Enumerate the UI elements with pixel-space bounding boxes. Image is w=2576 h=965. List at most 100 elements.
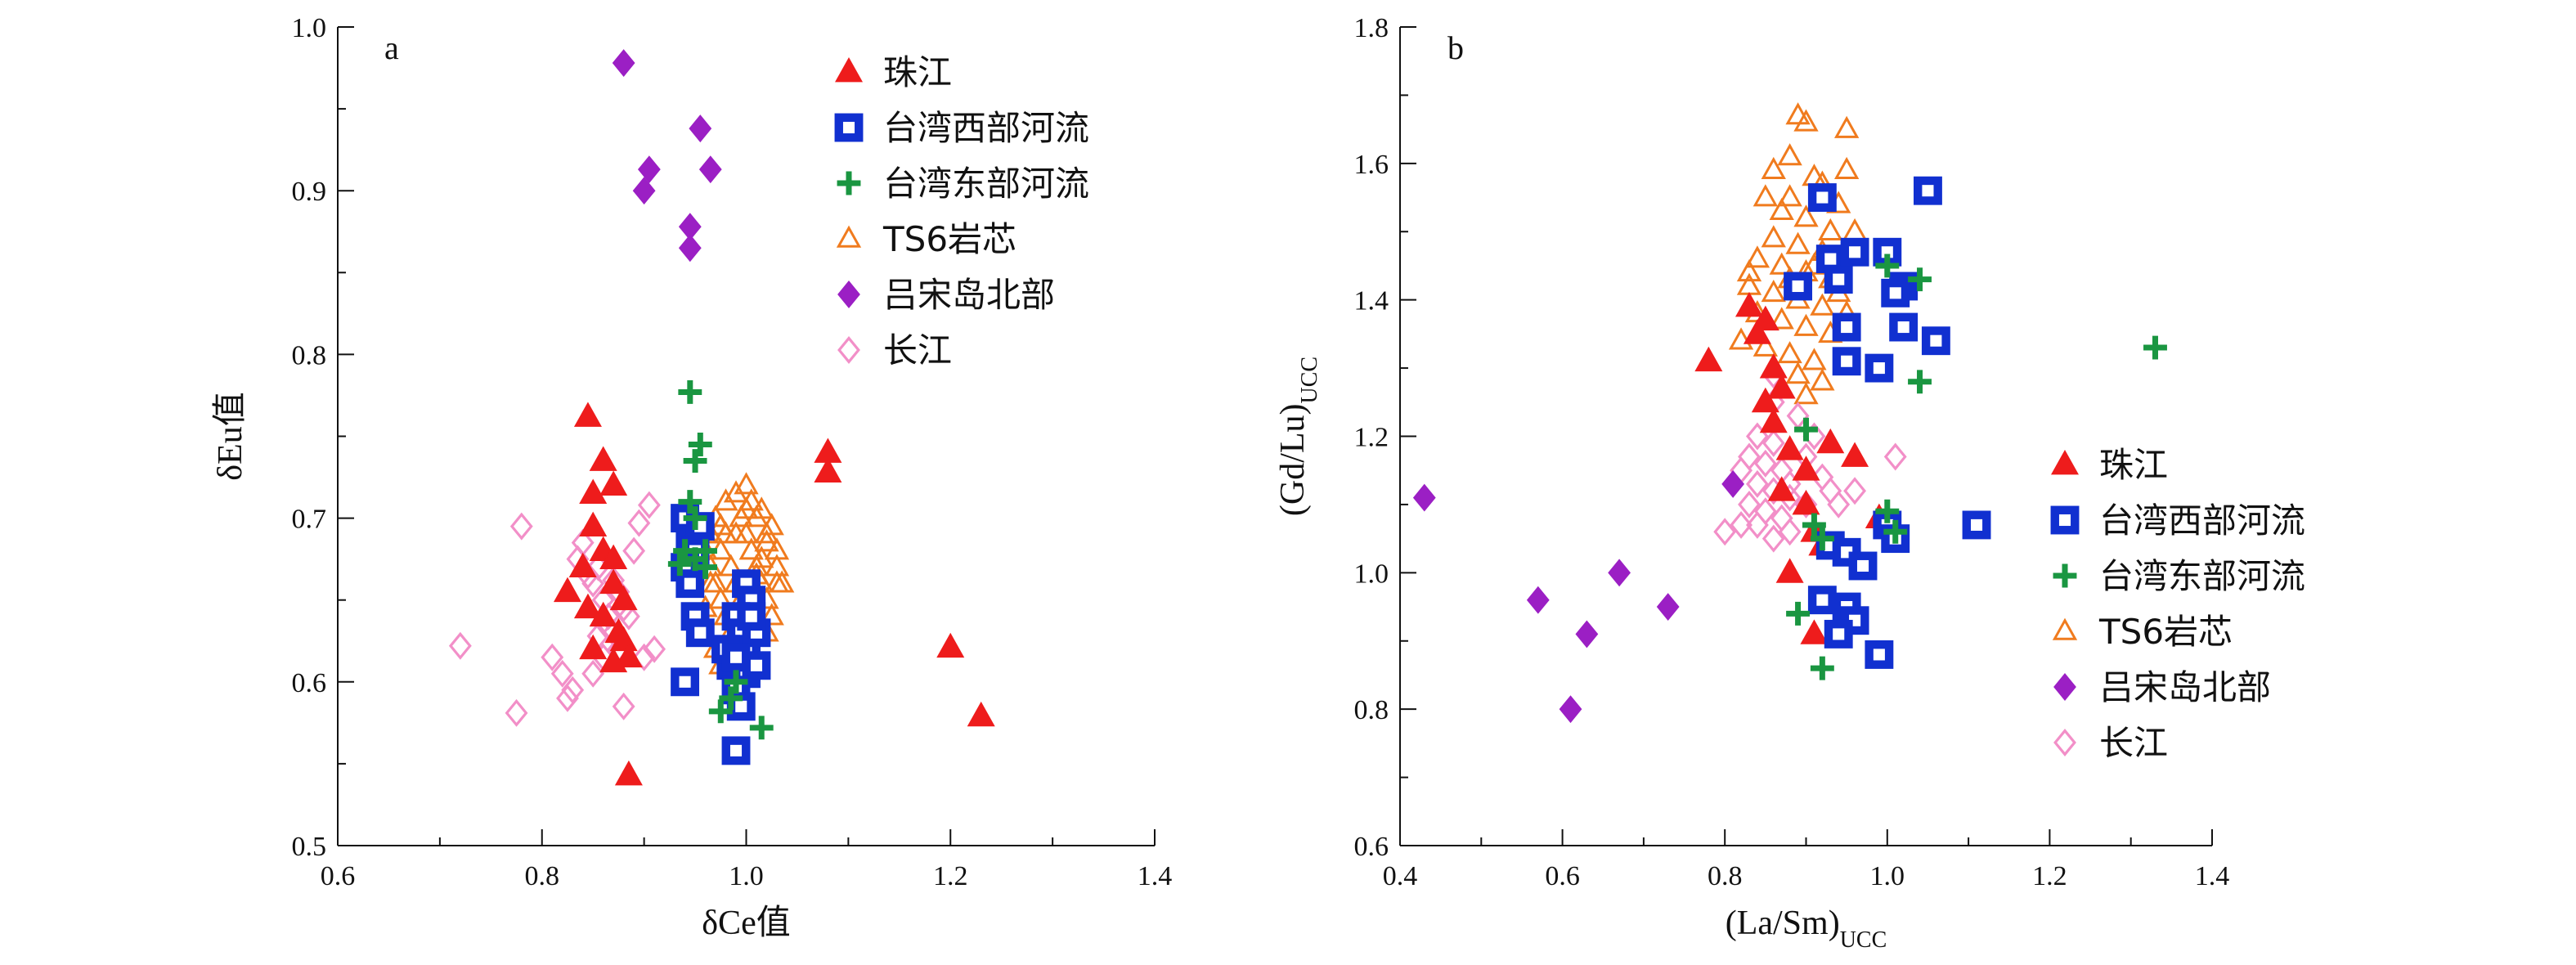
data-point (1721, 469, 1745, 498)
series-series-4 (1412, 469, 1745, 724)
data-point (1785, 231, 1811, 254)
data-point (609, 585, 638, 611)
legend-item: 台湾东部河流 (2053, 556, 2305, 596)
panel-b: 0.4 0.6 0.8 1.0 1.2 1.40.60.81.01.21.41.61.8b… (1274, 13, 2305, 953)
data-point (1761, 429, 1785, 457)
data-point (1793, 313, 1819, 336)
data-point (1807, 183, 1837, 212)
data-point (1810, 656, 1834, 680)
data-point (609, 626, 638, 652)
legend-label: 台湾西部河流 (2099, 500, 2305, 541)
data-point (1889, 312, 1919, 342)
series-series-0 (553, 402, 995, 786)
data-point (814, 457, 842, 482)
data-point (1761, 524, 1785, 553)
x-axis-title-main: δCe值 (702, 904, 790, 942)
data-point (1526, 586, 1550, 614)
x-axis-title: δCe值 (702, 904, 790, 942)
x-tick-label: 1.2 (933, 861, 968, 891)
data-point (1842, 218, 1868, 241)
data-point (1810, 293, 1835, 316)
data-point (579, 511, 608, 537)
series-series-4 (612, 49, 722, 263)
data-point (770, 570, 795, 593)
data-point (1793, 204, 1819, 227)
data-point (734, 472, 759, 495)
data-point (1559, 695, 1582, 724)
legend-item: 台湾西部河流 (834, 108, 1089, 148)
legend-marker-icon (837, 281, 860, 308)
data-point (1800, 619, 1829, 644)
y-tick-label: 0.5 (292, 832, 327, 862)
data-point (1767, 476, 1796, 501)
legend-item: 台湾西部河流 (2050, 500, 2305, 541)
legend-item: 珠江 (2050, 445, 2168, 485)
data-point (1769, 197, 1794, 221)
data-point (737, 602, 766, 631)
legend-label: 台湾西部河流 (883, 108, 1089, 148)
x-tick-label: 0.6 (321, 861, 356, 891)
data-point (1761, 156, 1786, 179)
data-point (573, 593, 602, 619)
legend-marker-icon (2052, 617, 2078, 640)
data-point (1761, 279, 1786, 303)
panel-a: 0.6 0.8 1.0 1.2 1.40.50.60.70.80.91.0aδCe值δE… (212, 13, 1172, 942)
data-point (936, 632, 965, 658)
legend-marker-icon (2050, 505, 2080, 535)
x-tick-label: 0.4 (1383, 861, 1418, 891)
data-point (612, 692, 635, 720)
legend-marker-icon (2053, 673, 2076, 701)
legend-marker-icon (2053, 729, 2076, 756)
data-point (599, 470, 628, 496)
y-tick-label: 1.4 (1354, 286, 1389, 316)
data-point (708, 586, 734, 609)
data-point (671, 667, 700, 697)
data-point (1746, 469, 1769, 498)
x-tick-label: 1.2 (2032, 861, 2067, 891)
data-point (553, 577, 581, 603)
data-point (724, 670, 748, 694)
data-point (698, 155, 722, 184)
legend-marker-icon (837, 171, 861, 195)
data-point (1777, 341, 1802, 364)
data-point (589, 601, 617, 627)
series-series-0 (1694, 291, 1893, 644)
data-point (708, 513, 734, 536)
data-point (1875, 499, 1900, 523)
data-point (738, 488, 764, 511)
data-point (1794, 490, 1818, 518)
data-point (683, 506, 707, 531)
data-point (1818, 218, 1843, 241)
data-point (1881, 278, 1910, 307)
data-point (614, 760, 643, 786)
data-point (612, 49, 635, 77)
data-point (693, 539, 717, 563)
legend-label: 长江 (883, 330, 952, 370)
data-point (1962, 510, 1991, 540)
data-point (764, 554, 790, 577)
legend-label: 吕宋岛北部 (2099, 667, 2271, 707)
data-point (759, 513, 784, 536)
data-point (541, 643, 564, 671)
data-point (581, 659, 605, 688)
x-tick-label: 1.4 (1138, 861, 1173, 891)
data-point (1792, 456, 1820, 481)
series-series-1 (1784, 176, 1991, 669)
data-point (1914, 176, 1942, 205)
legend-marker-icon (834, 113, 864, 142)
data-point (622, 536, 646, 565)
data-point (1841, 442, 1869, 467)
data-point (1775, 435, 1804, 460)
y-axis-title-main: (Gd/Lu) (1274, 403, 1312, 516)
data-point (1694, 346, 1723, 372)
data-point (614, 642, 643, 668)
y-tick-label: 1.0 (1354, 559, 1389, 589)
data-point (759, 603, 784, 626)
legend-label: 珠江 (2099, 445, 2168, 485)
y-tick-label: 0.6 (1354, 832, 1389, 862)
data-point (1832, 312, 1861, 342)
data-point (2143, 335, 2167, 360)
data-point (685, 618, 715, 648)
